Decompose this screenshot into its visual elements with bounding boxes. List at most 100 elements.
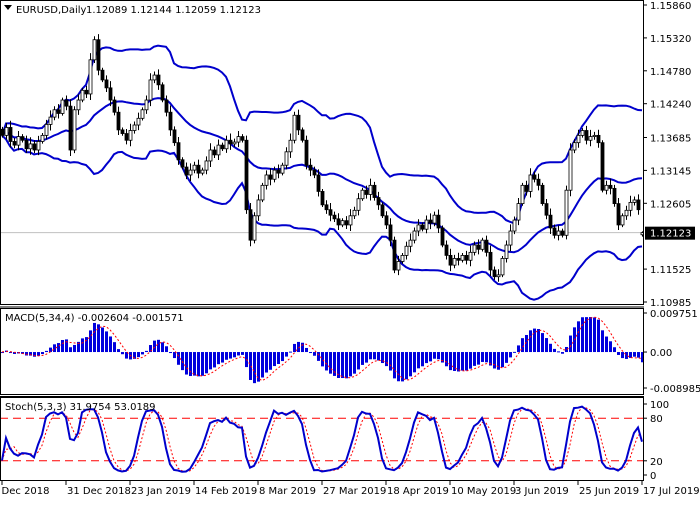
macd-histogram-bar — [285, 352, 288, 357]
macd-histogram-bar — [565, 346, 568, 353]
candle-bear — [180, 159, 185, 168]
candle-bull — [604, 184, 609, 191]
macd-histogram-bar — [277, 352, 280, 365]
candle-bull — [424, 219, 429, 230]
macd-panel[interactable] — [0, 308, 644, 395]
candle-bull — [128, 130, 133, 141]
date-axis-label: 8 Mar 2019 — [259, 486, 316, 497]
date-axis-label: 10 May 2019 — [451, 486, 516, 497]
macd-histogram-bar — [617, 352, 620, 355]
macd-histogram-bar — [13, 352, 16, 354]
candle-bear — [392, 239, 397, 271]
macd-histogram-bar — [429, 352, 432, 362]
candle-bull — [564, 189, 569, 236]
candle-bear — [84, 89, 89, 95]
candle-bear — [244, 139, 249, 211]
macd-histogram-bar — [349, 352, 352, 377]
candle-bear — [492, 269, 497, 278]
candle-bear — [212, 149, 217, 156]
candle-bull — [60, 99, 65, 114]
macd-histogram-bar — [93, 322, 96, 353]
macd-histogram-bar — [105, 331, 108, 353]
candle-bear — [56, 109, 61, 114]
main-panel[interactable] — [0, 0, 644, 305]
candle-bull — [520, 184, 525, 205]
candle-bull — [36, 141, 41, 151]
macd-histogram-bar — [237, 352, 240, 356]
candle-bull — [252, 215, 257, 241]
candle-bull — [280, 164, 285, 174]
candle-bear — [612, 187, 617, 205]
candle-bear — [336, 218, 341, 226]
macd-histogram-bar — [353, 352, 356, 374]
candle-bear — [1, 128, 5, 136]
candle-bull — [92, 39, 97, 61]
candle-bear — [448, 254, 453, 266]
macd-histogram-bar — [57, 343, 60, 353]
price-axis-label: 1.14780 — [650, 67, 691, 78]
candle-bear — [308, 164, 313, 171]
candle-bear — [32, 143, 37, 151]
macd-histogram-bar — [557, 351, 560, 353]
candle-bull — [284, 151, 289, 166]
candle-bull — [412, 230, 417, 241]
macd-histogram-bar — [421, 352, 424, 367]
candle-bull — [232, 141, 237, 145]
candle-bear — [228, 139, 233, 145]
macd-histogram-bar — [589, 317, 592, 353]
stoch-axis-label: 100 — [650, 400, 669, 411]
candle-bear — [316, 174, 321, 192]
symbol-title: EURUSD,Daily — [16, 5, 87, 16]
macd-histogram-bar — [561, 352, 564, 354]
candle-bear — [20, 136, 25, 141]
macd-histogram-bar — [49, 347, 52, 353]
stoch-panel[interactable] — [0, 397, 644, 481]
candle-bear — [444, 244, 449, 256]
candle-bull — [216, 144, 221, 156]
candle-bear — [184, 166, 189, 176]
candle-bear — [304, 139, 309, 166]
macd-histogram-bar — [109, 336, 112, 353]
candle-bear — [104, 79, 109, 89]
candle-bear — [164, 99, 169, 113]
macd-histogram-bar — [417, 352, 420, 369]
macd-histogram-bar — [85, 337, 88, 353]
candle-bull — [148, 79, 153, 101]
price-axis-label: 1.12605 — [650, 199, 691, 210]
macd-histogram-bar — [365, 352, 368, 363]
candle-bear — [124, 133, 129, 141]
candle-bull — [472, 244, 477, 253]
candle-bull — [408, 239, 413, 247]
macd-histogram-bar — [453, 352, 456, 371]
stoch-title: Stoch(5,3,3) 31.9754 53.0189 — [5, 402, 156, 413]
macd-histogram-bar — [585, 317, 588, 353]
stoch-main-line — [1, 405, 643, 473]
macd-histogram-bar — [309, 352, 312, 354]
candle-bear — [176, 142, 181, 161]
candle-bear — [312, 169, 317, 176]
macd-histogram-bar — [553, 348, 556, 353]
macd-histogram-bar — [441, 352, 444, 363]
candle-bear — [64, 99, 69, 107]
candle-bear — [120, 129, 125, 134]
macd-histogram-bar — [641, 352, 643, 363]
macd-histogram-bar — [217, 352, 220, 365]
macd-histogram-bar — [173, 352, 176, 359]
date-axis-label: 23 Jan 2019 — [131, 486, 191, 497]
triangle-down-icon[interactable] — [4, 5, 12, 10]
macd-histogram-bar — [265, 352, 268, 373]
macd-histogram-bar — [41, 352, 44, 355]
candle-bull — [432, 214, 437, 224]
candle-bull — [264, 174, 269, 186]
macd-histogram-bar — [501, 352, 504, 368]
macd-histogram-bar — [209, 352, 212, 370]
candle-bull — [80, 89, 85, 101]
candle-bull — [292, 114, 297, 141]
macd-histogram-bar — [301, 342, 304, 353]
candle-bull — [204, 160, 209, 171]
bollinger-upper-band — [1, 44, 643, 225]
macd-histogram-bar — [77, 341, 80, 353]
candle-bull — [576, 134, 581, 144]
macd-histogram-bar — [81, 338, 84, 353]
